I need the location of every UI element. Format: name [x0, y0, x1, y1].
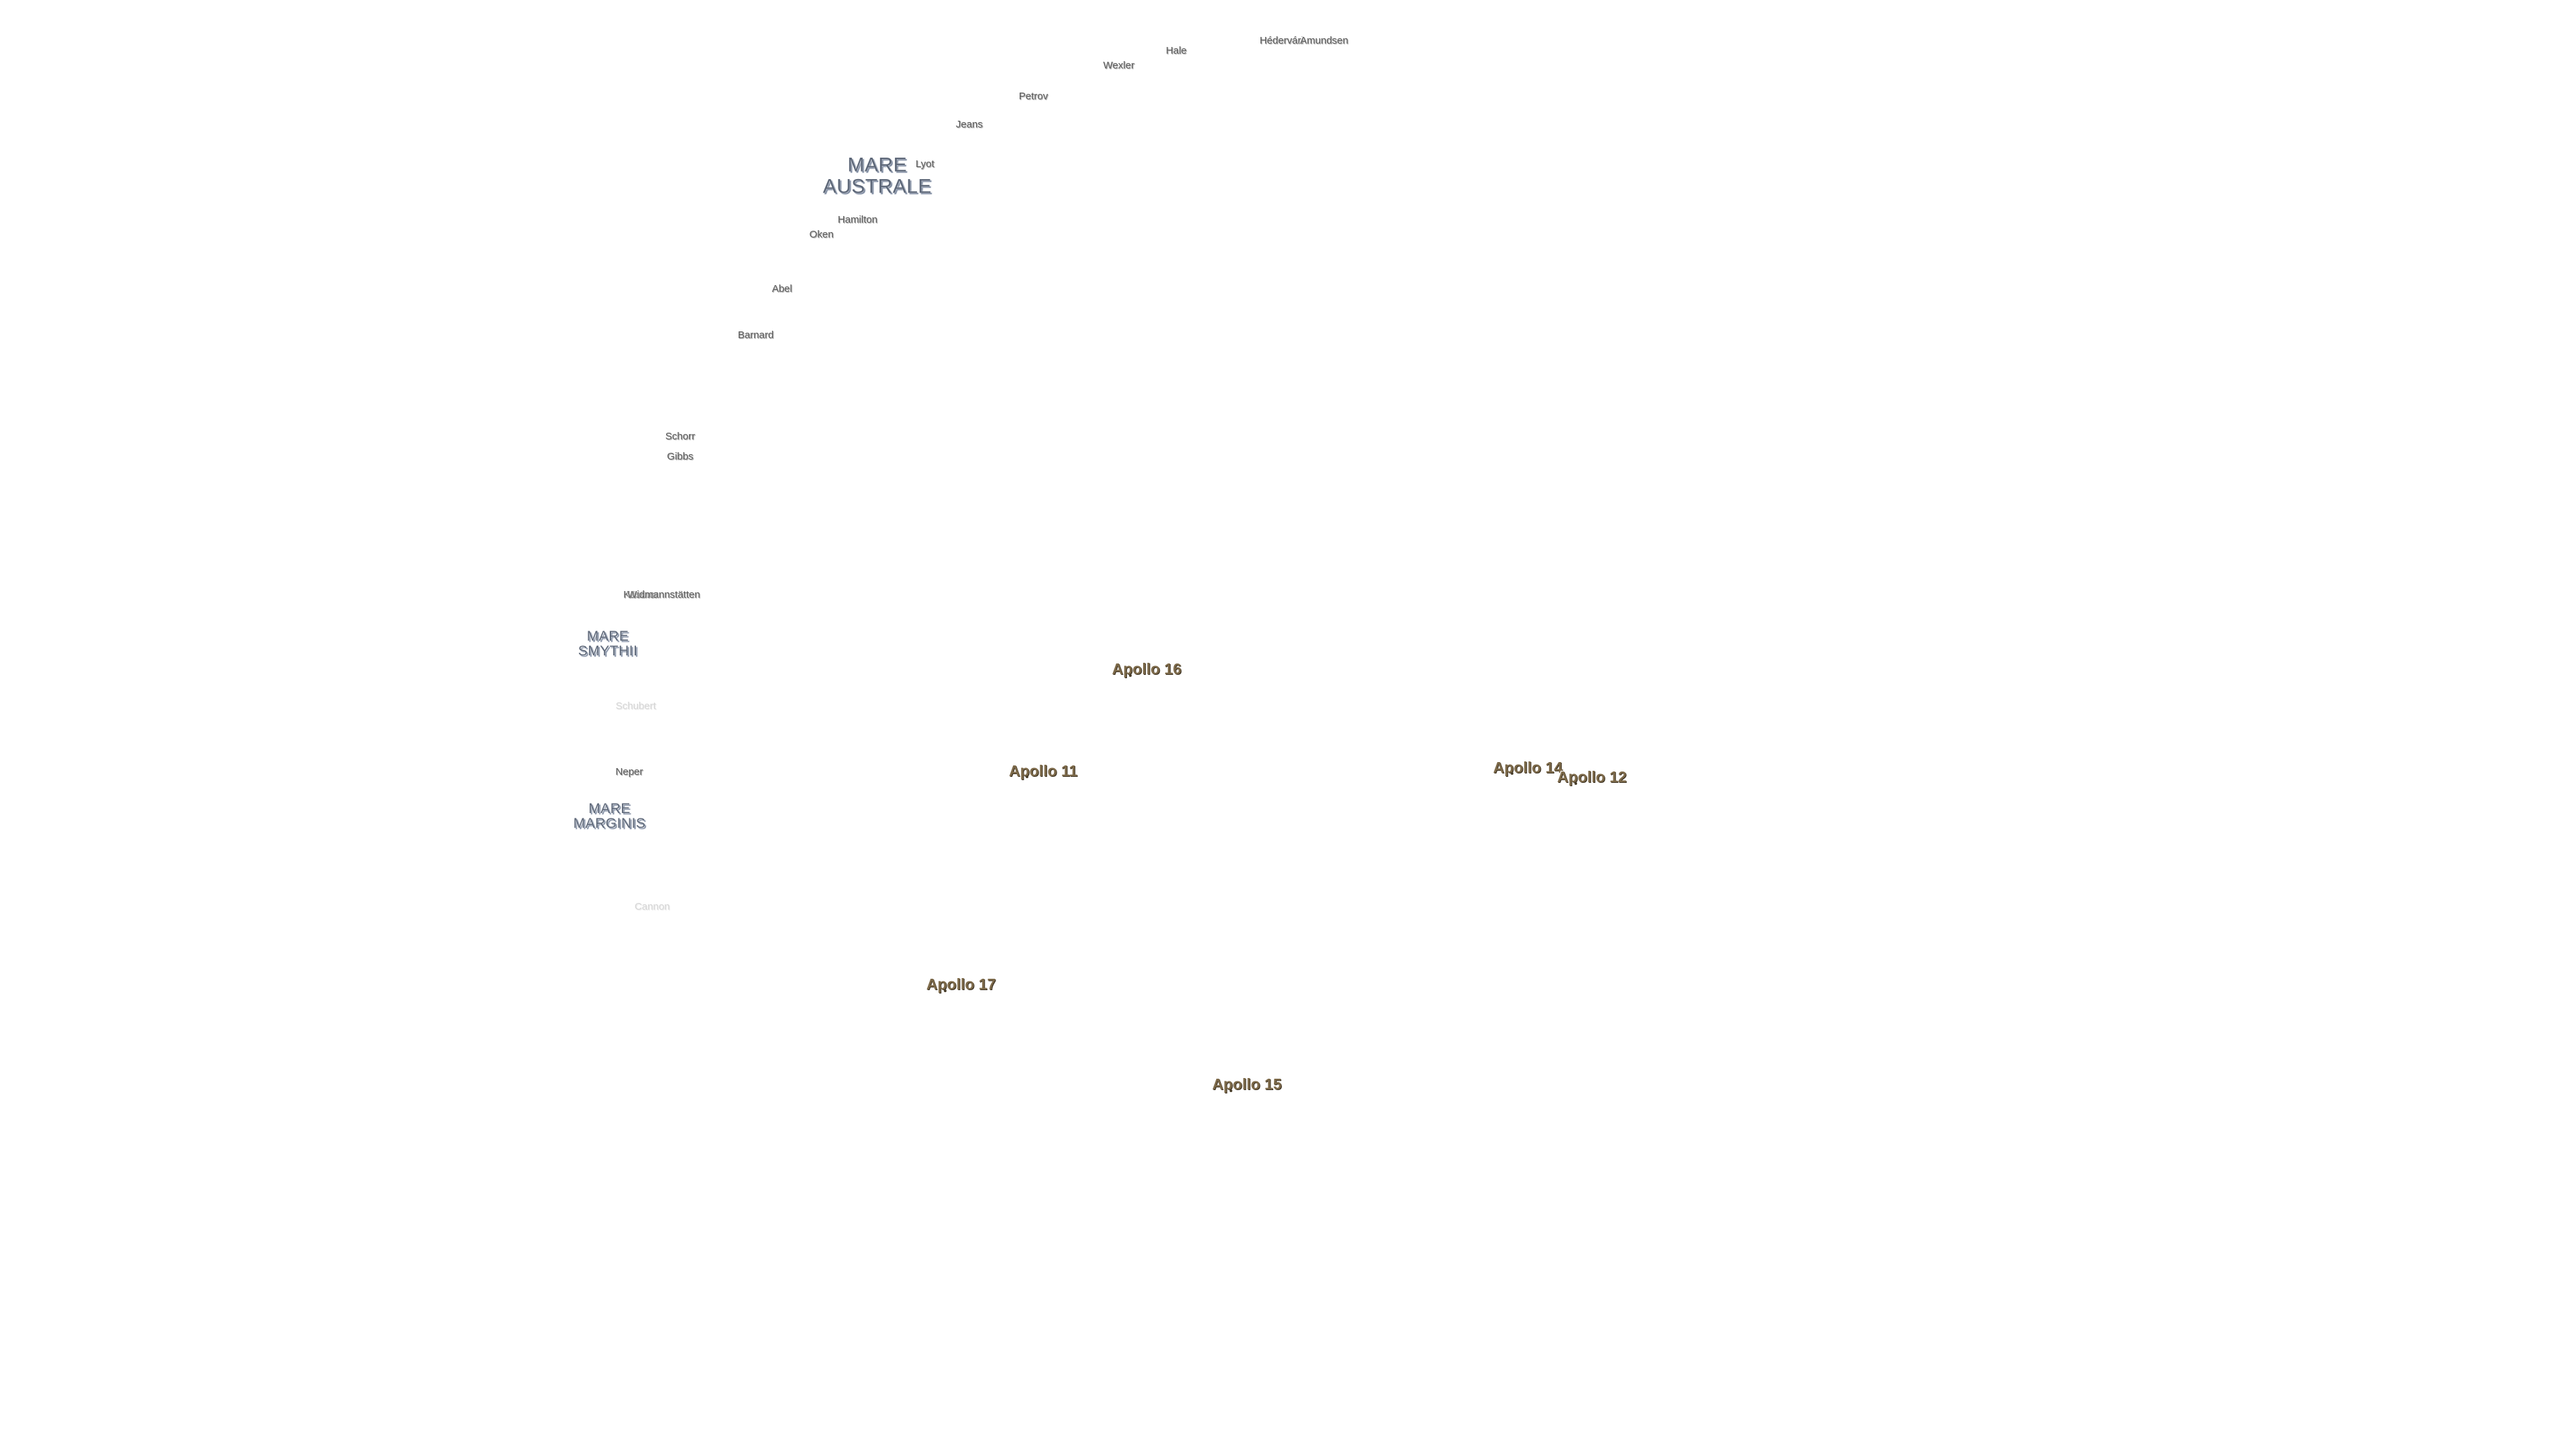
crater-label: Abel	[771, 283, 792, 295]
crater-label: Amundsen	[1300, 35, 1348, 47]
mare-label: MARE MARGINIS	[573, 801, 646, 832]
crater-label: Gibbs	[667, 450, 694, 462]
crater-label: Lyot	[915, 158, 934, 170]
landing-site-label: Apollo 15	[1212, 1075, 1282, 1093]
crater-label: Oken	[809, 229, 834, 241]
landing-site-label: Apollo 17	[926, 975, 996, 993]
crater-label: Jeans	[955, 119, 983, 131]
landing-site-label: Apollo 14	[1493, 758, 1563, 776]
mare-label: MARE AUSTRALE	[822, 154, 932, 198]
crater-label: Schubert	[615, 700, 656, 712]
landing-site-marker	[1510, 772, 1513, 775]
crater-label: Hédervári	[1259, 35, 1303, 47]
mare-label: MARE SMYTHII	[578, 628, 638, 659]
crater-label: Cannon	[634, 900, 670, 912]
crater-label: Widmannstätten	[627, 588, 700, 600]
landing-site-marker	[1574, 782, 1578, 786]
landing-site-marker	[943, 989, 947, 992]
crater-label: Wexler	[1103, 60, 1134, 72]
crater-label: Hamilton	[837, 214, 877, 226]
crater-label: Kästner	[623, 588, 658, 600]
crater-label: Hale	[1166, 45, 1187, 57]
landing-site-label: Apollo 12	[1557, 768, 1627, 786]
landing-site-marker	[1129, 674, 1132, 677]
landing-site-marker	[1026, 775, 1029, 779]
landing-site-label: Apollo 11	[1008, 761, 1078, 780]
landing-site-marker	[1229, 1089, 1232, 1093]
crater-label: Schorr	[665, 431, 695, 443]
crater-label: Neper	[615, 766, 643, 778]
crater-label: Petrov	[1018, 91, 1049, 103]
landing-site-label: Apollo 16	[1112, 659, 1182, 678]
crater-label: Barnard	[737, 329, 774, 341]
